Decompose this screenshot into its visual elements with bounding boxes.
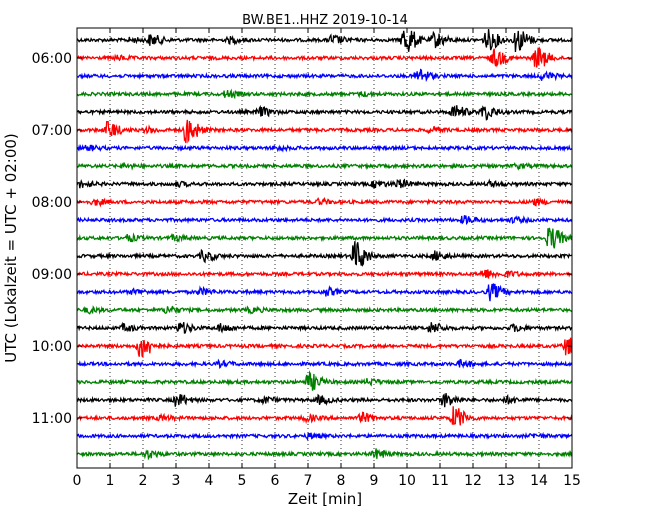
x-tick-label: 12: [464, 473, 482, 489]
y-tick-label: 08:00: [32, 195, 72, 211]
trace-line: [76, 358, 573, 370]
x-tick-label: 5: [238, 473, 247, 489]
trace-line: [76, 337, 573, 359]
x-tick-label: 10: [398, 473, 416, 489]
trace-line: [76, 321, 573, 334]
trace-line: [77, 305, 573, 315]
x-axis-label: Zeit [min]: [288, 490, 362, 508]
chart-title: BW.BE1..HHZ 2019-10-14: [242, 13, 408, 28]
trace-line: [76, 178, 573, 189]
x-tick-label: 6: [271, 473, 280, 489]
y-tick-label: 07:00: [32, 123, 72, 139]
x-tick-label: 7: [304, 473, 313, 489]
y-ticks: 06:00 07:00 08:00 09:00 10:00 11:00: [32, 51, 572, 427]
y-tick-label: 11:00: [32, 411, 72, 427]
trace-line: [76, 393, 573, 408]
trace-line: [76, 283, 573, 302]
x-tick-label: 11: [431, 473, 449, 489]
x-tick-label: 2: [139, 473, 148, 489]
x-tick-label: 1: [106, 473, 115, 489]
trace-line: [76, 215, 573, 226]
y-tick-label: 09:00: [32, 267, 72, 283]
trace-line: [76, 196, 573, 208]
trace-line: [76, 88, 573, 100]
plot-frame: [76, 27, 573, 469]
traces: [76, 29, 573, 461]
trace-line: [76, 144, 573, 153]
x-tick-label: 8: [337, 473, 346, 489]
x-tick-label: 15: [563, 473, 581, 489]
x-tick-label: 13: [497, 473, 515, 489]
trace-line: [76, 448, 573, 461]
trace-line: [76, 241, 573, 267]
x-tick-label: 4: [205, 473, 214, 489]
trace-line: [76, 119, 573, 144]
trace-line: [76, 29, 573, 53]
x-tick-label: 0: [73, 473, 82, 489]
y-axis-label: UTC (Lokalzeit = UTC + 02:00): [2, 133, 20, 363]
x-tick-label: 3: [172, 473, 181, 489]
trace-line: [76, 68, 573, 83]
trace-line: [76, 370, 573, 391]
trace-line: [76, 431, 573, 442]
x-tick-label: 9: [370, 473, 379, 489]
y-tick-label: 10:00: [32, 339, 72, 355]
trace-line: [76, 46, 573, 68]
x-tick-label: 14: [530, 473, 548, 489]
trace-line: [76, 104, 573, 121]
y-tick-label: 06:00: [32, 51, 72, 67]
trace-line: [76, 161, 573, 171]
trace-line: [76, 227, 573, 249]
trace-line: [76, 406, 573, 426]
grid-lines: [109, 28, 540, 468]
x-ticks: 0 1 2 3 4 5 6 7 8 9 10 11 12 13 14 15: [73, 28, 581, 489]
trace-line: [76, 269, 573, 280]
